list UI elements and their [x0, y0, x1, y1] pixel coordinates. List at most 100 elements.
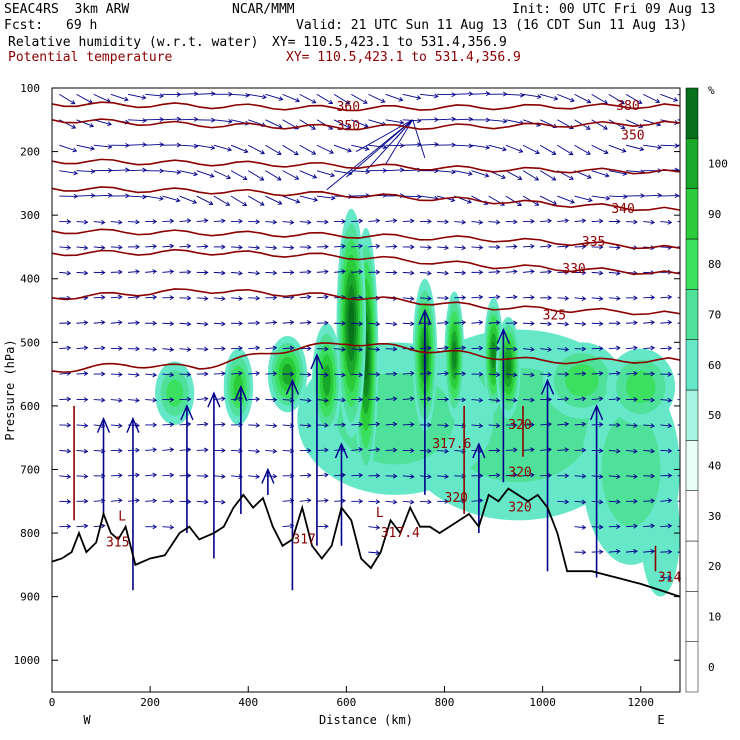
wind-arrowhead	[461, 423, 467, 429]
wind-arrowhead	[547, 269, 553, 275]
wind-vector	[505, 373, 517, 376]
wind-vector	[505, 399, 517, 401]
wind-vector	[265, 144, 282, 155]
wind-arrowhead	[637, 99, 643, 104]
x-tick-label: 600	[336, 696, 356, 709]
wind-arrowhead	[598, 270, 604, 276]
wind-vector	[368, 526, 380, 529]
wind-vector	[299, 399, 311, 402]
wind-arrowhead	[358, 472, 364, 478]
wind-arrowhead	[598, 321, 604, 327]
wind-arrowhead	[169, 218, 175, 224]
updraft-arrowhead	[418, 308, 432, 325]
wind-vector	[299, 119, 316, 130]
wind-arrowhead	[100, 448, 106, 454]
wind-arrowhead	[341, 498, 346, 504]
wind-arrowhead	[530, 294, 535, 300]
wind-arrowhead	[547, 372, 553, 378]
wind-vector	[643, 424, 655, 427]
wind-arrowhead	[358, 347, 364, 352]
wind-vector	[574, 500, 586, 503]
wind-vector	[625, 347, 638, 350]
wind-arrowhead	[461, 473, 467, 479]
wind-arrowhead	[598, 448, 604, 454]
terrain-line	[51, 487, 681, 598]
wind-arrowhead	[152, 372, 158, 378]
wind-arrowhead	[444, 448, 449, 454]
wind-vector	[299, 424, 311, 427]
rh-cell	[322, 364, 331, 397]
wind-vector	[368, 220, 380, 222]
wind-vector	[213, 195, 230, 206]
wind-vector	[128, 271, 140, 273]
wind-vector	[76, 119, 94, 127]
wind-arrowhead	[289, 448, 295, 454]
wind-arrowhead	[341, 397, 346, 403]
wind-arrowhead	[444, 370, 449, 376]
wind-arrowhead	[169, 295, 175, 301]
wind-vector	[265, 424, 277, 427]
wind-vector	[368, 348, 380, 351]
wind-vector	[574, 322, 586, 325]
wind-arrowhead	[444, 245, 449, 251]
wind-arrowhead	[83, 523, 89, 529]
colorbar-unit: %	[708, 84, 715, 97]
wind-vector	[128, 296, 140, 299]
theta-label: 350	[337, 119, 360, 134]
wind-arrowhead	[581, 421, 587, 427]
wind-vector	[402, 372, 414, 375]
wind-vector	[402, 144, 421, 146]
wind-arrowhead	[564, 396, 570, 402]
wind-vector	[419, 195, 438, 200]
wind-arrowhead	[272, 270, 278, 276]
wind-arrowhead	[478, 345, 484, 351]
wind-vector	[660, 221, 672, 224]
wind-vector	[505, 170, 522, 180]
wind-arrowhead	[598, 499, 604, 505]
wind-vector	[334, 373, 346, 376]
wind-arrowhead	[495, 372, 501, 378]
wind-arrowhead	[107, 192, 113, 198]
wind-arrowhead	[409, 270, 415, 276]
wind-vector	[213, 372, 225, 375]
wind-vector	[231, 93, 250, 97]
wind-arrowhead	[616, 320, 621, 326]
wind-vector	[608, 500, 620, 503]
wind-arrowhead	[598, 422, 604, 428]
wind-vector	[316, 170, 335, 177]
wind-arrowhead	[399, 119, 405, 125]
wind-arrowhead	[169, 243, 175, 249]
wind-vector	[471, 499, 483, 502]
wind-arrowhead	[363, 123, 369, 128]
wind-arrowhead	[221, 296, 226, 302]
wind-arrowhead	[530, 397, 535, 403]
wind-vector	[145, 143, 164, 146]
wind-arrowhead	[410, 422, 415, 427]
wind-arrowhead	[306, 423, 312, 429]
wind-arrowhead	[209, 173, 215, 178]
wind-vector	[196, 144, 215, 149]
wind-arrowhead	[66, 245, 72, 251]
theta-label: 380	[616, 99, 639, 114]
wind-vector	[59, 347, 71, 350]
wind-vector	[540, 93, 558, 100]
wind-arrowhead	[289, 498, 295, 504]
wind-arrowhead	[341, 472, 346, 478]
wind-vector	[145, 500, 157, 502]
wind-arrowhead	[586, 174, 592, 179]
wind-arrowhead	[255, 270, 261, 276]
wind-vector	[76, 347, 88, 350]
wind-vector	[471, 424, 483, 427]
wind-vector	[540, 322, 552, 325]
forecast-hours: 69 h	[66, 18, 98, 33]
colorbar-bin	[685, 238, 699, 290]
wind-arrowhead	[186, 447, 192, 453]
wind-arrowhead	[650, 245, 656, 251]
wind-arrowhead	[478, 371, 484, 377]
wind-arrowhead	[204, 270, 209, 275]
wind-vector	[265, 246, 277, 249]
wind-vector	[334, 500, 346, 502]
updraft-arrowhead	[285, 378, 300, 395]
wind-arrowhead	[495, 244, 501, 250]
wind-arrowhead	[598, 218, 604, 224]
